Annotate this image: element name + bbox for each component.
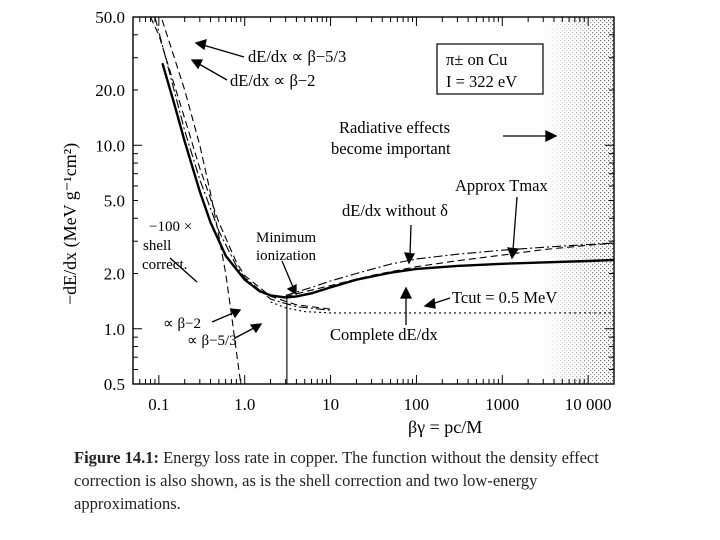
caption-lead: Figure 14.1: [74, 448, 159, 467]
y-tick-label: 50.0 [95, 8, 125, 27]
x-tick-label: 1.0 [234, 395, 255, 414]
annotation-minimum-1: Minimum [256, 230, 316, 246]
y-tick-label: 10.0 [95, 136, 125, 155]
annotation-without-delta: dE/dx without δ [342, 201, 448, 220]
legend-line-2: I = 322 eV [446, 72, 517, 91]
y-tick-label: 1.0 [104, 320, 125, 339]
series-line-3 [270, 301, 614, 314]
annotation-minimum-2: ionization [256, 248, 316, 264]
figure-caption: Figure 14.1: Energy loss rate in copper.… [74, 446, 644, 515]
x-tick-label: 10 000 [565, 395, 612, 414]
annotation-beta-2: dE/dx ∝ β−2 [230, 71, 315, 90]
y-tick-label: 2.0 [104, 265, 125, 284]
y-tick-label: 0.5 [104, 375, 125, 394]
annotation-radiative-2: become important [331, 139, 451, 158]
radiative-region [543, 17, 614, 384]
y-tick-labels: 0.5 1.0 2.0 5.0 10.0 20.0 50.0 [95, 8, 125, 394]
series-line-5 [150, 17, 331, 310]
annotations: dE/dx ∝ β−5/3 dE/dx ∝ β−2 Radiative effe… [142, 47, 557, 349]
annotation-shell-3: correct. [142, 257, 187, 273]
annotation-radiative-1: Radiative effects [339, 118, 450, 137]
legend-line-1: π± on Cu [446, 50, 507, 69]
x-tick-labels: 0.1 1.0 10 100 1000 10 000 [148, 395, 611, 414]
annotation-approx-tmax: Approx Tmax [455, 176, 548, 195]
annotation-arrows [169, 39, 558, 339]
series-line-1 [285, 242, 614, 296]
series-line-4 [154, 17, 331, 311]
axis-ticks [132, 16, 615, 385]
annotation-complete: Complete dE/dx [330, 325, 438, 344]
annotation-shell-2: shell [143, 238, 171, 254]
series-line-2 [285, 242, 614, 297]
x-tick-label: 0.1 [148, 395, 169, 414]
series-line-0 [161, 62, 614, 299]
annotation-tcut: Tcut = 0.5 MeV [452, 288, 557, 307]
caption-text: Energy loss rate in copper. The function… [74, 448, 599, 513]
y-tick-label: 20.0 [95, 81, 125, 100]
curve-layer [150, 17, 614, 384]
x-tick-label: 100 [404, 395, 430, 414]
y-axis-title: −dE/dx (MeV g⁻¹cm²) [60, 143, 81, 305]
series-line-6 [160, 17, 242, 384]
plot-frame [132, 16, 615, 385]
radiative-fade [543, 17, 614, 384]
annotation-prop-beta-5-3: ∝ β−5/3 [187, 333, 237, 349]
x-tick-label: 10 [322, 395, 339, 414]
x-tick-label: 1000 [485, 395, 519, 414]
x-axis-title: βγ = pc/M [408, 417, 482, 437]
legend-box: π± on Cu I = 322 eV [436, 43, 544, 95]
y-tick-label: 5.0 [104, 192, 125, 211]
annotation-beta-5-3: dE/dx ∝ β−5/3 [248, 47, 346, 66]
annotation-prop-beta-2: ∝ β−2 [163, 316, 201, 332]
annotation-shell-1: −100 × [149, 219, 192, 235]
